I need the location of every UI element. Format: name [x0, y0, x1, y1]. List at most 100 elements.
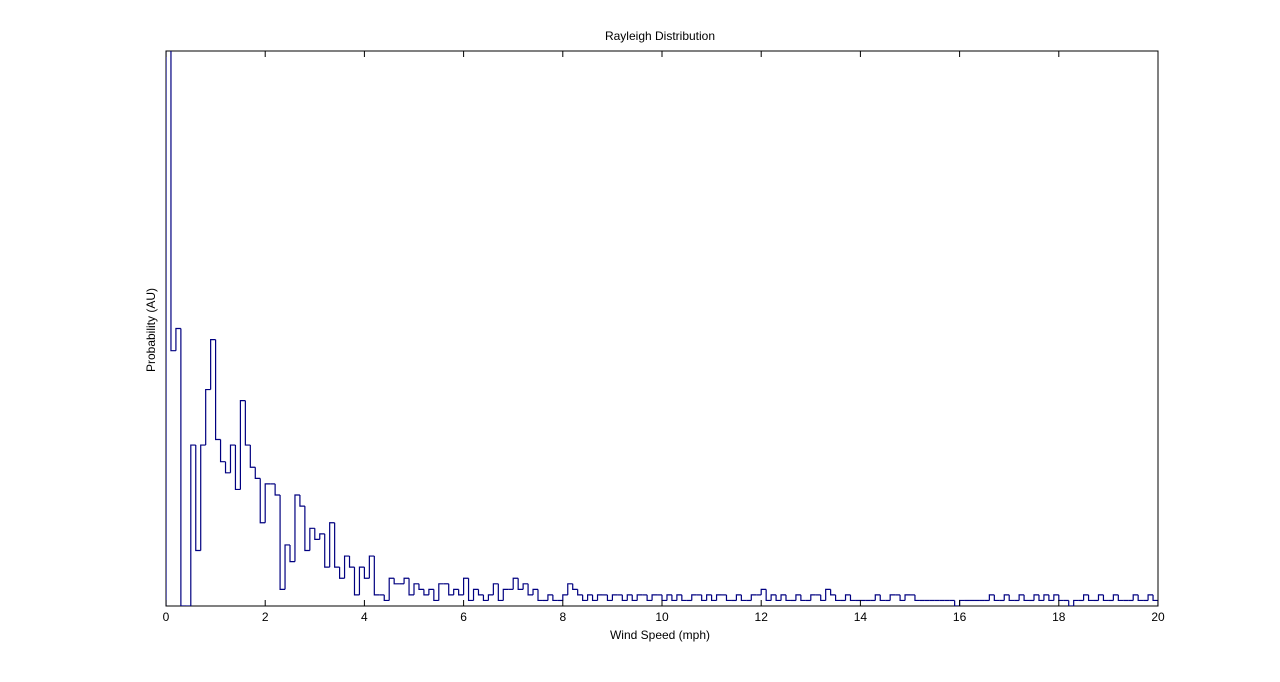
histogram-step — [715, 594, 722, 601]
histogram-step — [706, 594, 712, 601]
x-tick-label: 4 — [361, 610, 368, 624]
histogram-step — [1008, 594, 1015, 602]
histogram-step — [740, 594, 747, 602]
histogram-step — [1023, 594, 1030, 602]
histogram-step — [651, 594, 658, 601]
histogram-step — [413, 583, 419, 595]
histogram-step — [1053, 594, 1059, 601]
histogram-step — [988, 594, 995, 601]
histogram-step — [348, 556, 355, 568]
histogram-step — [294, 494, 300, 562]
histogram-step — [993, 594, 1000, 602]
histogram-step — [492, 583, 499, 595]
histogram-step — [1112, 594, 1119, 601]
histogram-step — [844, 594, 851, 601]
histogram-step — [795, 594, 801, 601]
histogram-step — [1038, 594, 1044, 602]
x-tick-label: 20 — [1151, 610, 1165, 624]
histogram-step — [463, 577, 469, 595]
histogram-step — [329, 522, 335, 568]
histogram-step — [567, 583, 573, 595]
plot-area — [165, 50, 1159, 607]
histogram-step — [1033, 594, 1039, 601]
histogram-step — [780, 594, 786, 601]
histogram-step — [472, 588, 479, 601]
histogram-step — [849, 594, 856, 602]
histogram-step — [775, 594, 782, 602]
histogram-step — [636, 594, 643, 601]
histogram-step — [547, 594, 553, 601]
histogram-step — [358, 566, 365, 595]
histogram-step — [954, 600, 960, 606]
histogram-step — [438, 583, 444, 601]
histogram-step — [210, 339, 216, 390]
histogram-step — [215, 339, 221, 441]
histogram-step — [914, 594, 920, 602]
histogram-step — [458, 589, 464, 596]
histogram-step — [889, 594, 896, 601]
histogram-step — [304, 506, 310, 552]
histogram-step — [284, 544, 290, 590]
histogram-step — [353, 567, 360, 596]
x-tick-label: 10 — [655, 610, 669, 624]
histogram-step — [587, 594, 593, 601]
histogram-step — [1147, 594, 1154, 601]
histogram-step — [368, 555, 375, 579]
histogram-step — [1097, 594, 1104, 601]
histogram-step — [408, 578, 414, 596]
histogram-step — [800, 594, 806, 602]
histogram-step — [433, 589, 439, 602]
histogram-step — [1083, 594, 1089, 601]
histogram-step — [532, 588, 538, 595]
x-tick-label: 18 — [1052, 610, 1066, 624]
histogram-step — [309, 527, 315, 551]
histogram-step — [274, 483, 281, 496]
histogram-step — [224, 461, 231, 474]
histogram-step — [1117, 594, 1124, 602]
histogram-step — [1048, 594, 1054, 602]
histogram-step — [1073, 599, 1079, 606]
histogram-step — [200, 444, 206, 551]
histogram-step — [537, 589, 543, 602]
histogram-step — [249, 445, 256, 468]
histogram-step — [835, 594, 841, 602]
histogram-step — [314, 528, 320, 540]
histogram-step — [646, 594, 653, 602]
histogram-step — [626, 594, 633, 601]
histogram-step — [448, 583, 454, 596]
histogram-step — [1043, 594, 1049, 601]
x-tick-label: 6 — [460, 610, 467, 624]
histogram-step — [879, 594, 886, 602]
histogram-step — [363, 567, 370, 579]
histogram-step — [825, 588, 831, 601]
histogram-step — [487, 594, 494, 601]
chart-title: Rayleigh Distribution — [605, 29, 715, 43]
histogram-step — [691, 594, 697, 601]
histogram-step — [874, 594, 881, 601]
histogram-step — [596, 594, 603, 601]
histogram-step — [899, 594, 906, 602]
histogram-step — [725, 594, 732, 602]
histogram-step — [810, 594, 816, 601]
histogram-step — [527, 583, 534, 596]
histogram-step — [611, 594, 618, 601]
histogram-step — [497, 583, 504, 602]
histogram-step — [512, 577, 519, 590]
histogram — [166, 51, 1158, 606]
histogram-step — [403, 577, 410, 584]
histogram-step — [239, 400, 246, 490]
histogram-step — [666, 594, 672, 601]
histogram-step — [820, 594, 826, 602]
histogram-step — [299, 495, 305, 507]
histogram-step — [562, 594, 568, 601]
histogram-step — [582, 594, 588, 602]
histogram-step — [621, 594, 628, 602]
histogram-step — [502, 588, 509, 601]
histogram-step — [259, 478, 266, 524]
x-tick-label: 12 — [755, 610, 769, 624]
histogram-step — [577, 589, 583, 596]
histogram-step — [264, 483, 271, 523]
histogram-step — [631, 594, 638, 602]
histogram-step — [904, 594, 910, 601]
histogram-step — [482, 594, 489, 602]
